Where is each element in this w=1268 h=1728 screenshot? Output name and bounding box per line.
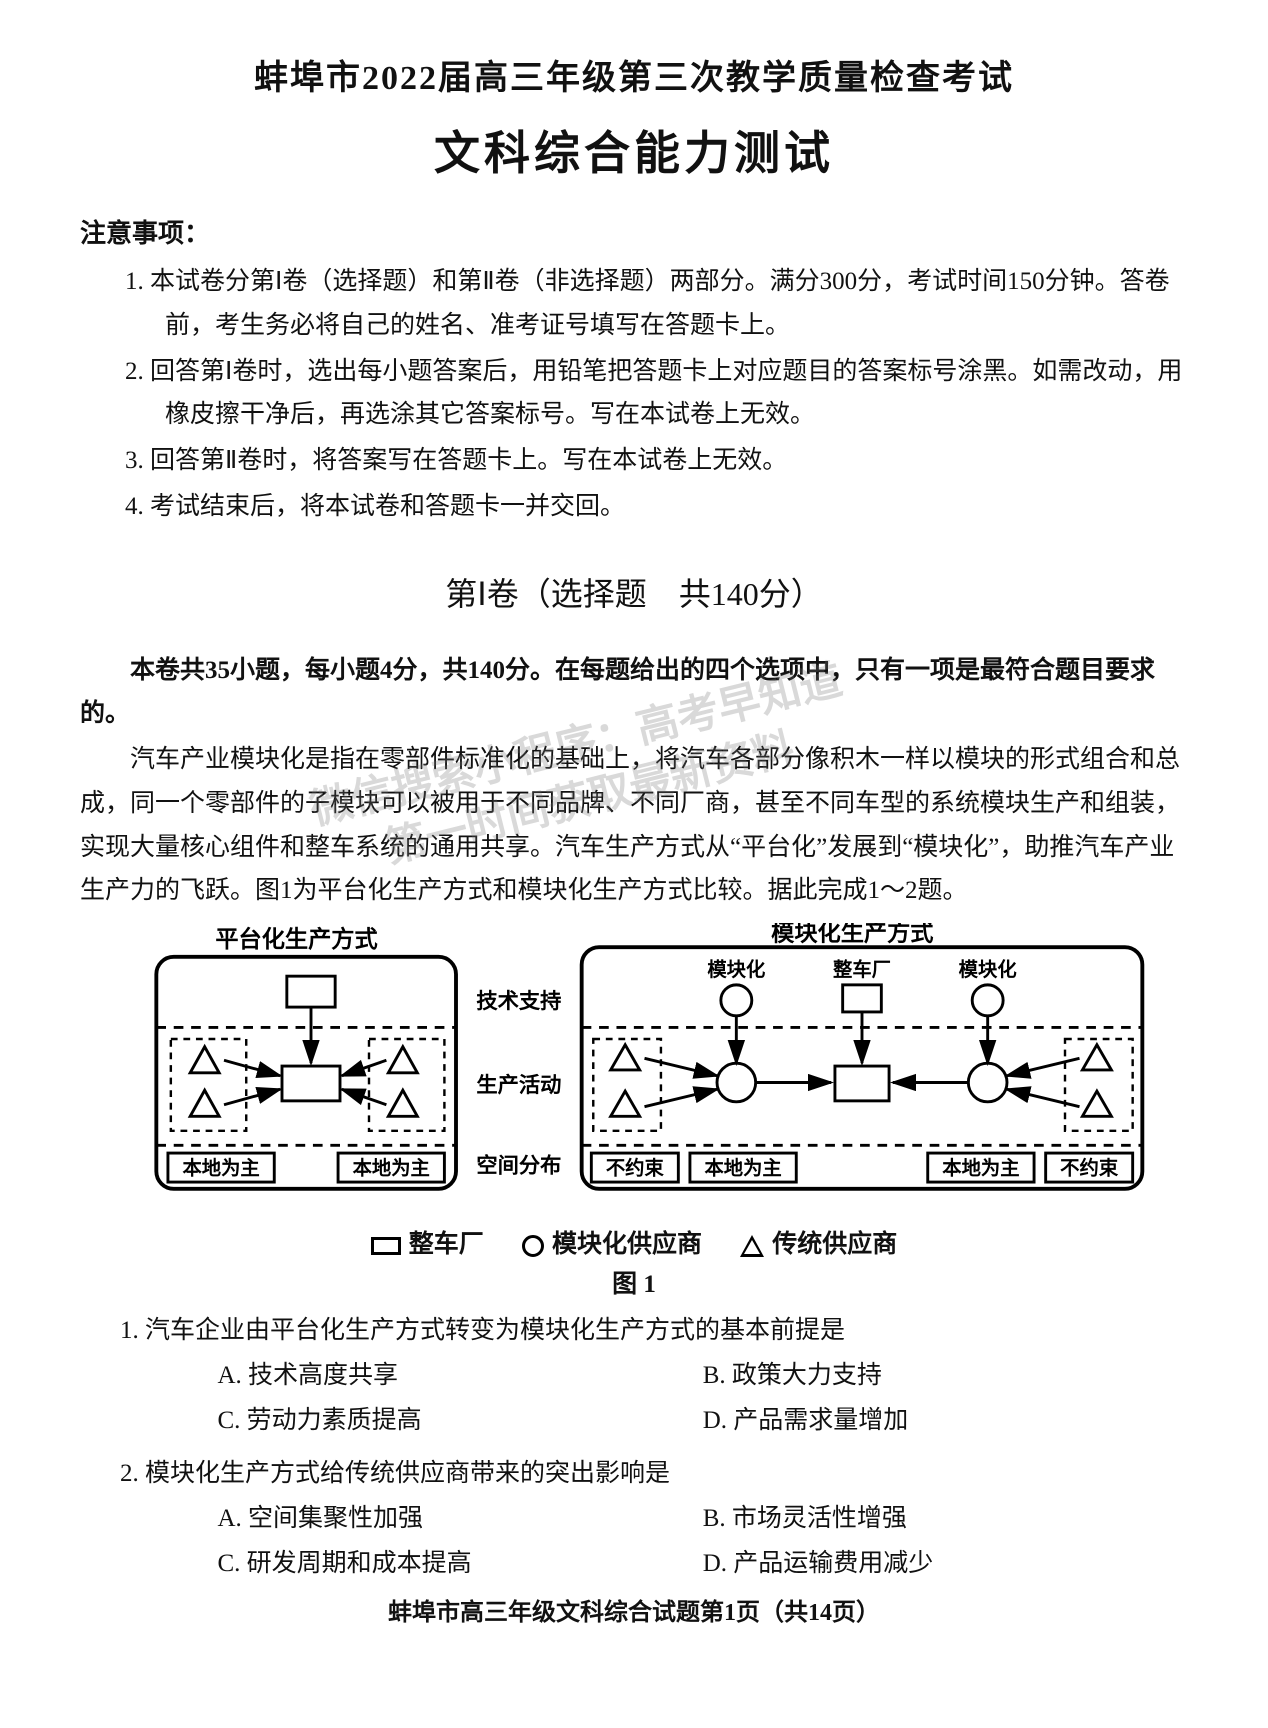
spatial-label: 不约束 (606, 1156, 665, 1179)
page-subtitle: 文科综合能力测试 (80, 117, 1188, 183)
triangle-icon (740, 1235, 764, 1257)
question-stem: 2. 模块化生产方式给传统供应商带来的突出影响是 (80, 1451, 1188, 1496)
figure-caption: 图 1 (80, 1264, 1188, 1300)
page-title: 蚌埠市2022届高三年级第三次教学质量检查考试 (80, 50, 1188, 99)
option: D. 产品运输费用减少 (703, 1541, 1188, 1586)
legend-label: 整车厂 (409, 1231, 484, 1258)
legend-label: 传统供应商 (772, 1231, 897, 1258)
question-1: 1. 汽车企业由平台化生产方式转变为模块化生产方式的基本前提是 A. 技术高度共… (80, 1308, 1188, 1443)
notice-item: 2. 回答第Ⅰ卷时，选出每小题答案后，用铅笔把答题卡上对应题目的答案标号涂黑。如… (80, 350, 1188, 438)
spatial-label: 不约束 (1060, 1156, 1119, 1179)
page-footer: 蚌埠市高三年级文科综合试题第1页（共14页） (80, 1592, 1188, 1627)
spatial-label: 本地为主 (942, 1156, 1019, 1179)
passage-text: 汽车产业模块化是指在零部件标准化的基础上，将汽车各部分像积木一样以模块的形式组合… (80, 738, 1188, 913)
option: B. 市场灵活性增强 (703, 1496, 1188, 1541)
diagram-svg: 平台化生产方式 模块化生产方式 技术支持 生产活动 空间分布 (80, 923, 1180, 1213)
figure-1-diagram: 平台化生产方式 模块化生产方式 技术支持 生产活动 空间分布 (80, 923, 1188, 1300)
top-label: 模块化 (707, 958, 765, 981)
notice-heading: 注意事项： (80, 213, 1188, 250)
option: C. 劳动力素质提高 (218, 1398, 703, 1443)
option: D. 产品需求量增加 (703, 1398, 1188, 1443)
spatial-label: 本地为主 (182, 1156, 259, 1179)
question-stem: 1. 汽车企业由平台化生产方式转变为模块化生产方式的基本前提是 (80, 1308, 1188, 1353)
spatial-label: 本地为主 (353, 1156, 430, 1179)
notice-list: 1. 本试卷分第Ⅰ卷（选择题）和第Ⅱ卷（非选择题）两部分。满分300分，考试时间… (80, 260, 1188, 529)
notice-item: 4. 考试结束后，将本试卷和答题卡一并交回。 (80, 485, 1188, 529)
circle-icon (522, 1235, 544, 1257)
section-intro: 本卷共35小题，每小题4分，共140分。在每题给出的四个选项中，只有一项是最符合… (80, 649, 1188, 737)
notice-item: 1. 本试卷分第Ⅰ卷（选择题）和第Ⅱ卷（非选择题）两部分。满分300分，考试时间… (80, 260, 1188, 348)
row-label: 生产活动 (476, 1073, 561, 1097)
top-label: 模块化 (959, 958, 1017, 981)
question-2: 2. 模块化生产方式给传统供应商带来的突出影响是 A. 空间集聚性加强 B. 市… (80, 1451, 1188, 1586)
legend-label: 模块化供应商 (552, 1231, 702, 1258)
option: B. 政策大力支持 (703, 1353, 1188, 1398)
rect-icon (371, 1237, 401, 1255)
option: A. 技术高度共享 (218, 1353, 703, 1398)
section-title: 第Ⅰ卷（选择题 共140分） (80, 569, 1188, 615)
right-panel-title: 模块化生产方式 (771, 923, 933, 946)
exam-page: 蚌埠市2022届高三年级第三次教学质量检查考试 文科综合能力测试 注意事项： 1… (0, 0, 1268, 1728)
row-label: 技术支持 (476, 989, 561, 1013)
top-label: 整车厂 (833, 958, 891, 981)
figure-legend: 整车厂 模块化供应商 传统供应商 (80, 1224, 1188, 1260)
option: C. 研发周期和成本提高 (218, 1541, 703, 1586)
notice-item: 3. 回答第Ⅱ卷时，将答案写在答题卡上。写在本试卷上无效。 (80, 439, 1188, 483)
row-label: 空间分布 (476, 1152, 561, 1177)
option: A. 空间集聚性加强 (218, 1496, 703, 1541)
left-panel-title: 平台化生产方式 (215, 926, 377, 953)
spatial-label: 本地为主 (704, 1156, 781, 1179)
